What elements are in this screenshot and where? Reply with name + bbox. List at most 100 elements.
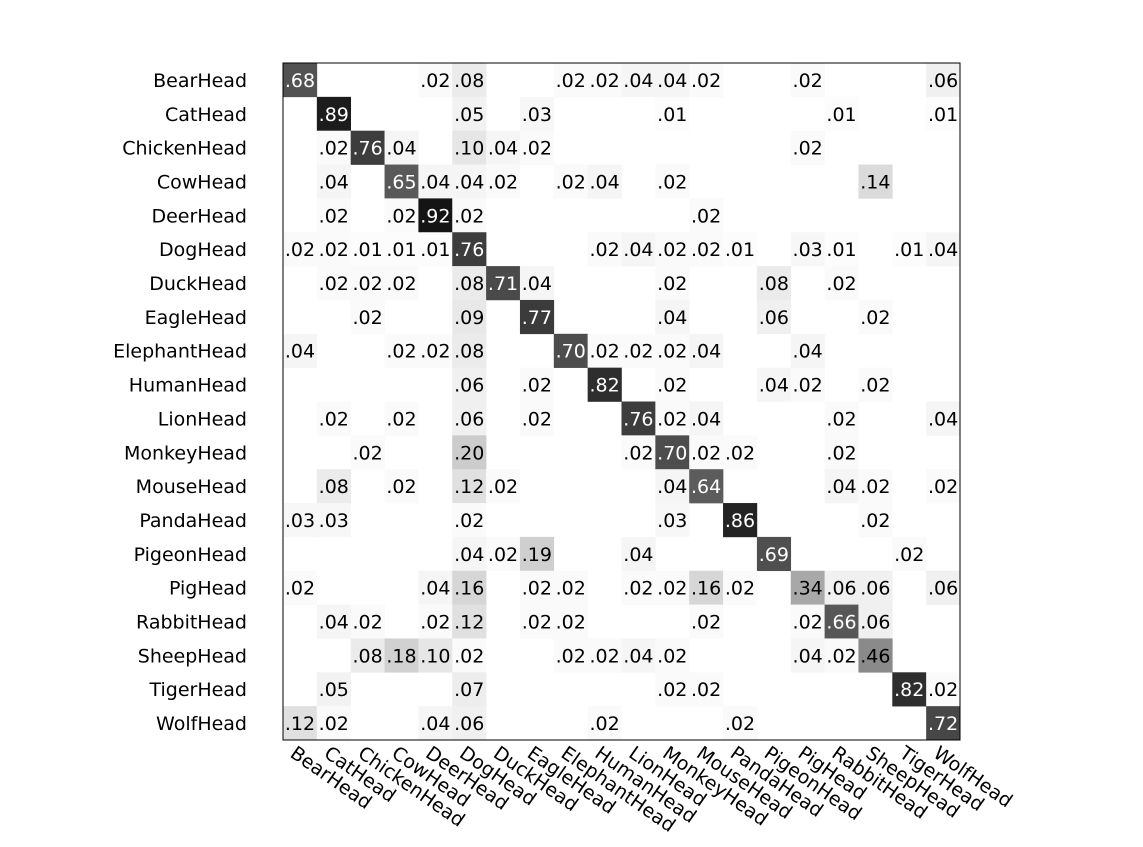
heatmap-cell [350, 604, 385, 639]
heatmap-cell [418, 164, 453, 199]
cell-value-label: .04 [759, 375, 789, 397]
heatmap-cell [790, 130, 825, 165]
heatmap-cell [316, 672, 351, 707]
heatmap-cell [824, 232, 859, 267]
heatmap-cell [283, 232, 318, 267]
heatmap-cell [858, 367, 893, 402]
heatmap-cell [452, 503, 487, 538]
heatmap-cell [824, 266, 859, 301]
cell-value-label: .04 [285, 341, 315, 363]
cell-value-label: .12 [454, 612, 484, 634]
heatmap-cell [519, 367, 555, 402]
row-label: RabbitHead [136, 612, 247, 634]
row-label: EagleHead [145, 307, 247, 329]
heatmap-cell [655, 638, 690, 673]
heatmap-cell [519, 604, 555, 639]
heatmap-cell [452, 299, 487, 335]
heatmap-cell [621, 333, 656, 368]
heatmap-cell [790, 63, 825, 98]
cell-value-label: .02 [860, 476, 890, 498]
heatmap-cell [316, 232, 351, 267]
heatmap-cell [655, 570, 690, 605]
heatmap-cell [858, 570, 893, 605]
cell-value-label: .89 [319, 104, 349, 126]
cell-value-label: .02 [319, 273, 349, 295]
cell-value-label: .04 [657, 476, 687, 498]
cell-value-label: .02 [725, 713, 755, 735]
heatmap-cell [553, 570, 588, 605]
heatmap-cell [519, 536, 555, 572]
heatmap-cell [418, 570, 453, 605]
cell-value-label: .66 [826, 612, 856, 634]
heatmap-cell [452, 536, 487, 572]
heatmap-cell [587, 63, 622, 98]
cell-value-label: .02 [657, 578, 687, 600]
heatmap-cell [824, 604, 859, 639]
heatmap-cell [283, 333, 318, 368]
row-label: CowHead [157, 171, 247, 193]
cell-value-label: .02 [522, 138, 552, 160]
cell-value-label: .02 [353, 307, 383, 329]
cell-value-label: .04 [657, 307, 687, 329]
plot-frame [282, 62, 961, 741]
heatmap-cell [689, 570, 724, 605]
cell-value-label: .02 [623, 442, 653, 464]
cell-value-label: .02 [386, 205, 416, 227]
heatmap-cell [418, 232, 453, 267]
heatmap-cell [316, 469, 351, 504]
cell-value-label: .04 [793, 341, 823, 363]
heatmap-cell [452, 266, 487, 301]
heatmap-cell [655, 672, 690, 707]
heatmap-cell [655, 299, 690, 335]
cell-value-label: .02 [691, 205, 721, 227]
cell-value-label: .02 [522, 612, 552, 634]
heatmap-cell [553, 164, 588, 199]
cell-value-label: .02 [522, 578, 552, 600]
row-label: LionHead [158, 408, 247, 430]
heatmap-cell [655, 367, 690, 402]
heatmap-cell [452, 604, 487, 639]
heatmap-cell [519, 130, 555, 165]
row-label: BearHead [153, 70, 247, 92]
heatmap-cell [519, 266, 555, 301]
heatmap-cell [926, 96, 961, 131]
cell-value-label: .04 [623, 70, 653, 92]
cell-value-label: .02 [285, 578, 315, 600]
heatmap-cell [892, 672, 927, 707]
cell-value-label: .02 [353, 273, 383, 295]
heatmap-cell [858, 164, 893, 199]
heatmap-cell [689, 198, 724, 233]
cell-value-label: .69 [759, 544, 789, 566]
heatmap-cell [655, 96, 690, 131]
heatmap-cell [655, 63, 690, 98]
heatmap-cell [350, 266, 385, 301]
heatmap-cell [452, 198, 487, 233]
row-label: ElephantHead [113, 341, 247, 363]
heatmap-cell [790, 570, 825, 605]
heatmap-cell [621, 401, 656, 436]
row-label: TigerHead [148, 679, 247, 701]
heatmap-cell [689, 435, 724, 470]
cell-value-label: .02 [657, 408, 687, 430]
heatmap-cell [350, 232, 385, 267]
cell-value-label: .02 [589, 70, 619, 92]
cell-value-label: .06 [826, 578, 856, 600]
heatmap-cell [689, 672, 724, 707]
cell-value-label: .82 [589, 375, 619, 397]
cell-value-label: .02 [319, 138, 349, 160]
heatmap-cell [452, 96, 487, 131]
cell-value-label: .04 [319, 171, 349, 193]
cell-value-label: .01 [353, 239, 383, 261]
cell-value-label: .06 [928, 578, 958, 600]
heatmap-cell [350, 130, 385, 165]
heatmap-cell [723, 435, 758, 470]
column-labels: BearHeadCatHeadChickenHeadCowHeadDeerHea… [286, 742, 1016, 837]
heatmap-cell [756, 367, 792, 402]
heatmap-cell [587, 164, 622, 199]
cell-value-label: .02 [556, 171, 586, 193]
cell-value-label: .04 [826, 476, 856, 498]
heatmap-cell [689, 333, 724, 368]
heatmap-cell [790, 638, 825, 673]
cell-value-label: .02 [454, 510, 484, 532]
heatmap-cell [418, 198, 453, 233]
